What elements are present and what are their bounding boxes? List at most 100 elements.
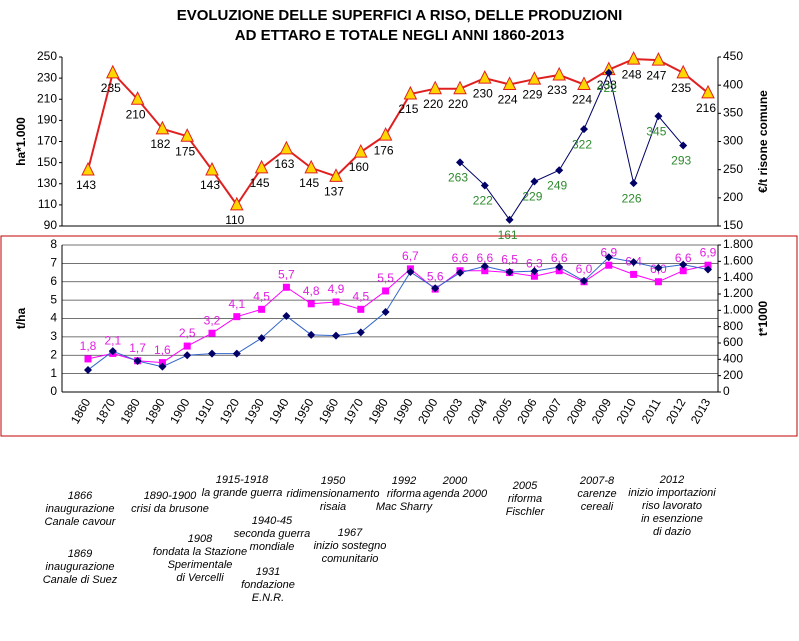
annotation: 1915-1918 la grande guerra <box>201 474 283 499</box>
x-tick-label: 1920 <box>217 396 243 426</box>
y-tick-label: 170 <box>37 134 57 148</box>
y2-tick-label: 300 <box>723 134 743 148</box>
y-tick-label: 210 <box>37 91 57 105</box>
data-label: 263 <box>448 171 468 185</box>
y-tick-label: 1 <box>50 366 57 380</box>
data-label: 6,0 <box>576 262 593 276</box>
x-tick-label: 1890 <box>142 396 168 426</box>
y-axis-title: ha*1.000 <box>14 117 28 166</box>
y-tick-label: 90 <box>44 218 58 232</box>
point <box>505 267 514 276</box>
y-tick-label: 230 <box>37 70 57 84</box>
point <box>480 181 489 190</box>
y-axis-title: t/ha <box>14 308 28 330</box>
data-label: 4,5 <box>253 289 270 303</box>
y-tick-label: 7 <box>50 256 57 270</box>
y-tick-label: 150 <box>37 155 57 169</box>
point <box>356 328 365 337</box>
point <box>626 50 641 65</box>
point <box>704 261 712 269</box>
x-tick-label: 2010 <box>613 396 639 426</box>
data-label: 2,5 <box>179 326 196 340</box>
point <box>208 329 216 337</box>
data-label: 175 <box>175 144 195 158</box>
y2-tick-label: 800 <box>723 319 743 333</box>
point <box>428 80 443 95</box>
title: EVOLUZIONE DELLE SUPERFICI A RISO, DELLE… <box>176 7 623 44</box>
point <box>629 258 638 267</box>
data-label: 4,8 <box>303 284 320 298</box>
data-label: 145 <box>299 176 319 190</box>
frame <box>0 235 798 437</box>
point <box>651 52 666 66</box>
x-tick-label: 1930 <box>241 396 267 426</box>
data-label: 210 <box>126 107 146 121</box>
annotation: 1866 inaugurazione Canale cavour <box>44 490 116 528</box>
data-label: 4,5 <box>352 289 369 303</box>
point <box>180 128 195 142</box>
data-label: 6,6 <box>476 251 493 265</box>
point <box>701 84 715 99</box>
data-label: 4,1 <box>228 297 245 311</box>
annotation: 1908 fondata la Stazione Sperimentale di… <box>152 533 248 584</box>
point <box>229 196 244 211</box>
data-label: 137 <box>324 185 344 199</box>
y2-tick-label: 150 <box>723 218 743 232</box>
data-label: 6,3 <box>526 256 543 270</box>
point <box>353 143 368 158</box>
point <box>258 305 266 313</box>
y2-tick-label: 350 <box>723 106 743 120</box>
data-label: 6,5 <box>501 253 518 267</box>
annotation: 1890-1900 crisi da brusone <box>131 490 209 515</box>
data-label: 235 <box>671 81 691 95</box>
data-label: 224 <box>572 93 592 107</box>
y2-tick-label: 400 <box>723 77 743 91</box>
point <box>481 267 489 275</box>
point <box>453 80 467 95</box>
y2-tick-label: 400 <box>723 352 743 366</box>
annotation: 2000 agenda 2000 <box>422 475 488 500</box>
y-tick-label: 4 <box>50 311 57 325</box>
point <box>133 356 142 365</box>
x-tick-label: 1950 <box>291 396 317 426</box>
point <box>81 161 95 176</box>
x-tick-label: 2009 <box>589 396 615 426</box>
x-tick-label: 1910 <box>192 396 218 426</box>
x-tick-label: 1900 <box>167 396 193 426</box>
x-tick-label: 2006 <box>514 396 540 426</box>
x-tick-label: 2008 <box>564 396 590 426</box>
point <box>205 161 219 176</box>
y-tick-label: 250 <box>37 49 57 63</box>
point <box>155 120 170 135</box>
data-label: 5,5 <box>377 271 394 285</box>
x-tick-label: 1990 <box>390 396 416 426</box>
data-label: 230 <box>473 86 493 100</box>
point <box>382 287 390 295</box>
point <box>505 215 514 224</box>
point <box>456 268 464 277</box>
x-tick-label: 2003 <box>440 396 466 426</box>
data-label: 233 <box>547 83 567 97</box>
y2-tick-label: 0 <box>723 384 730 398</box>
point <box>282 283 290 291</box>
data-label: 220 <box>423 97 443 111</box>
point <box>555 263 564 272</box>
data-label: 4,9 <box>328 282 345 296</box>
data-label: 322 <box>572 137 592 151</box>
point <box>84 365 92 374</box>
data-label: 222 <box>473 194 493 208</box>
point <box>183 342 191 350</box>
data-label: 6,7 <box>402 249 419 263</box>
data-label: 1,6 <box>154 343 171 357</box>
point <box>105 64 120 79</box>
point <box>654 278 662 286</box>
x-tick-label: 2004 <box>465 396 491 426</box>
y2-tick-label: 1.600 <box>723 254 753 268</box>
data-label: 6,6 <box>452 251 469 265</box>
data-label: 220 <box>448 97 468 111</box>
data-label: 1,8 <box>80 339 97 353</box>
annotation: 1992 riforma Mac Sharry <box>375 475 433 513</box>
x-tick-label: 1980 <box>365 396 391 426</box>
